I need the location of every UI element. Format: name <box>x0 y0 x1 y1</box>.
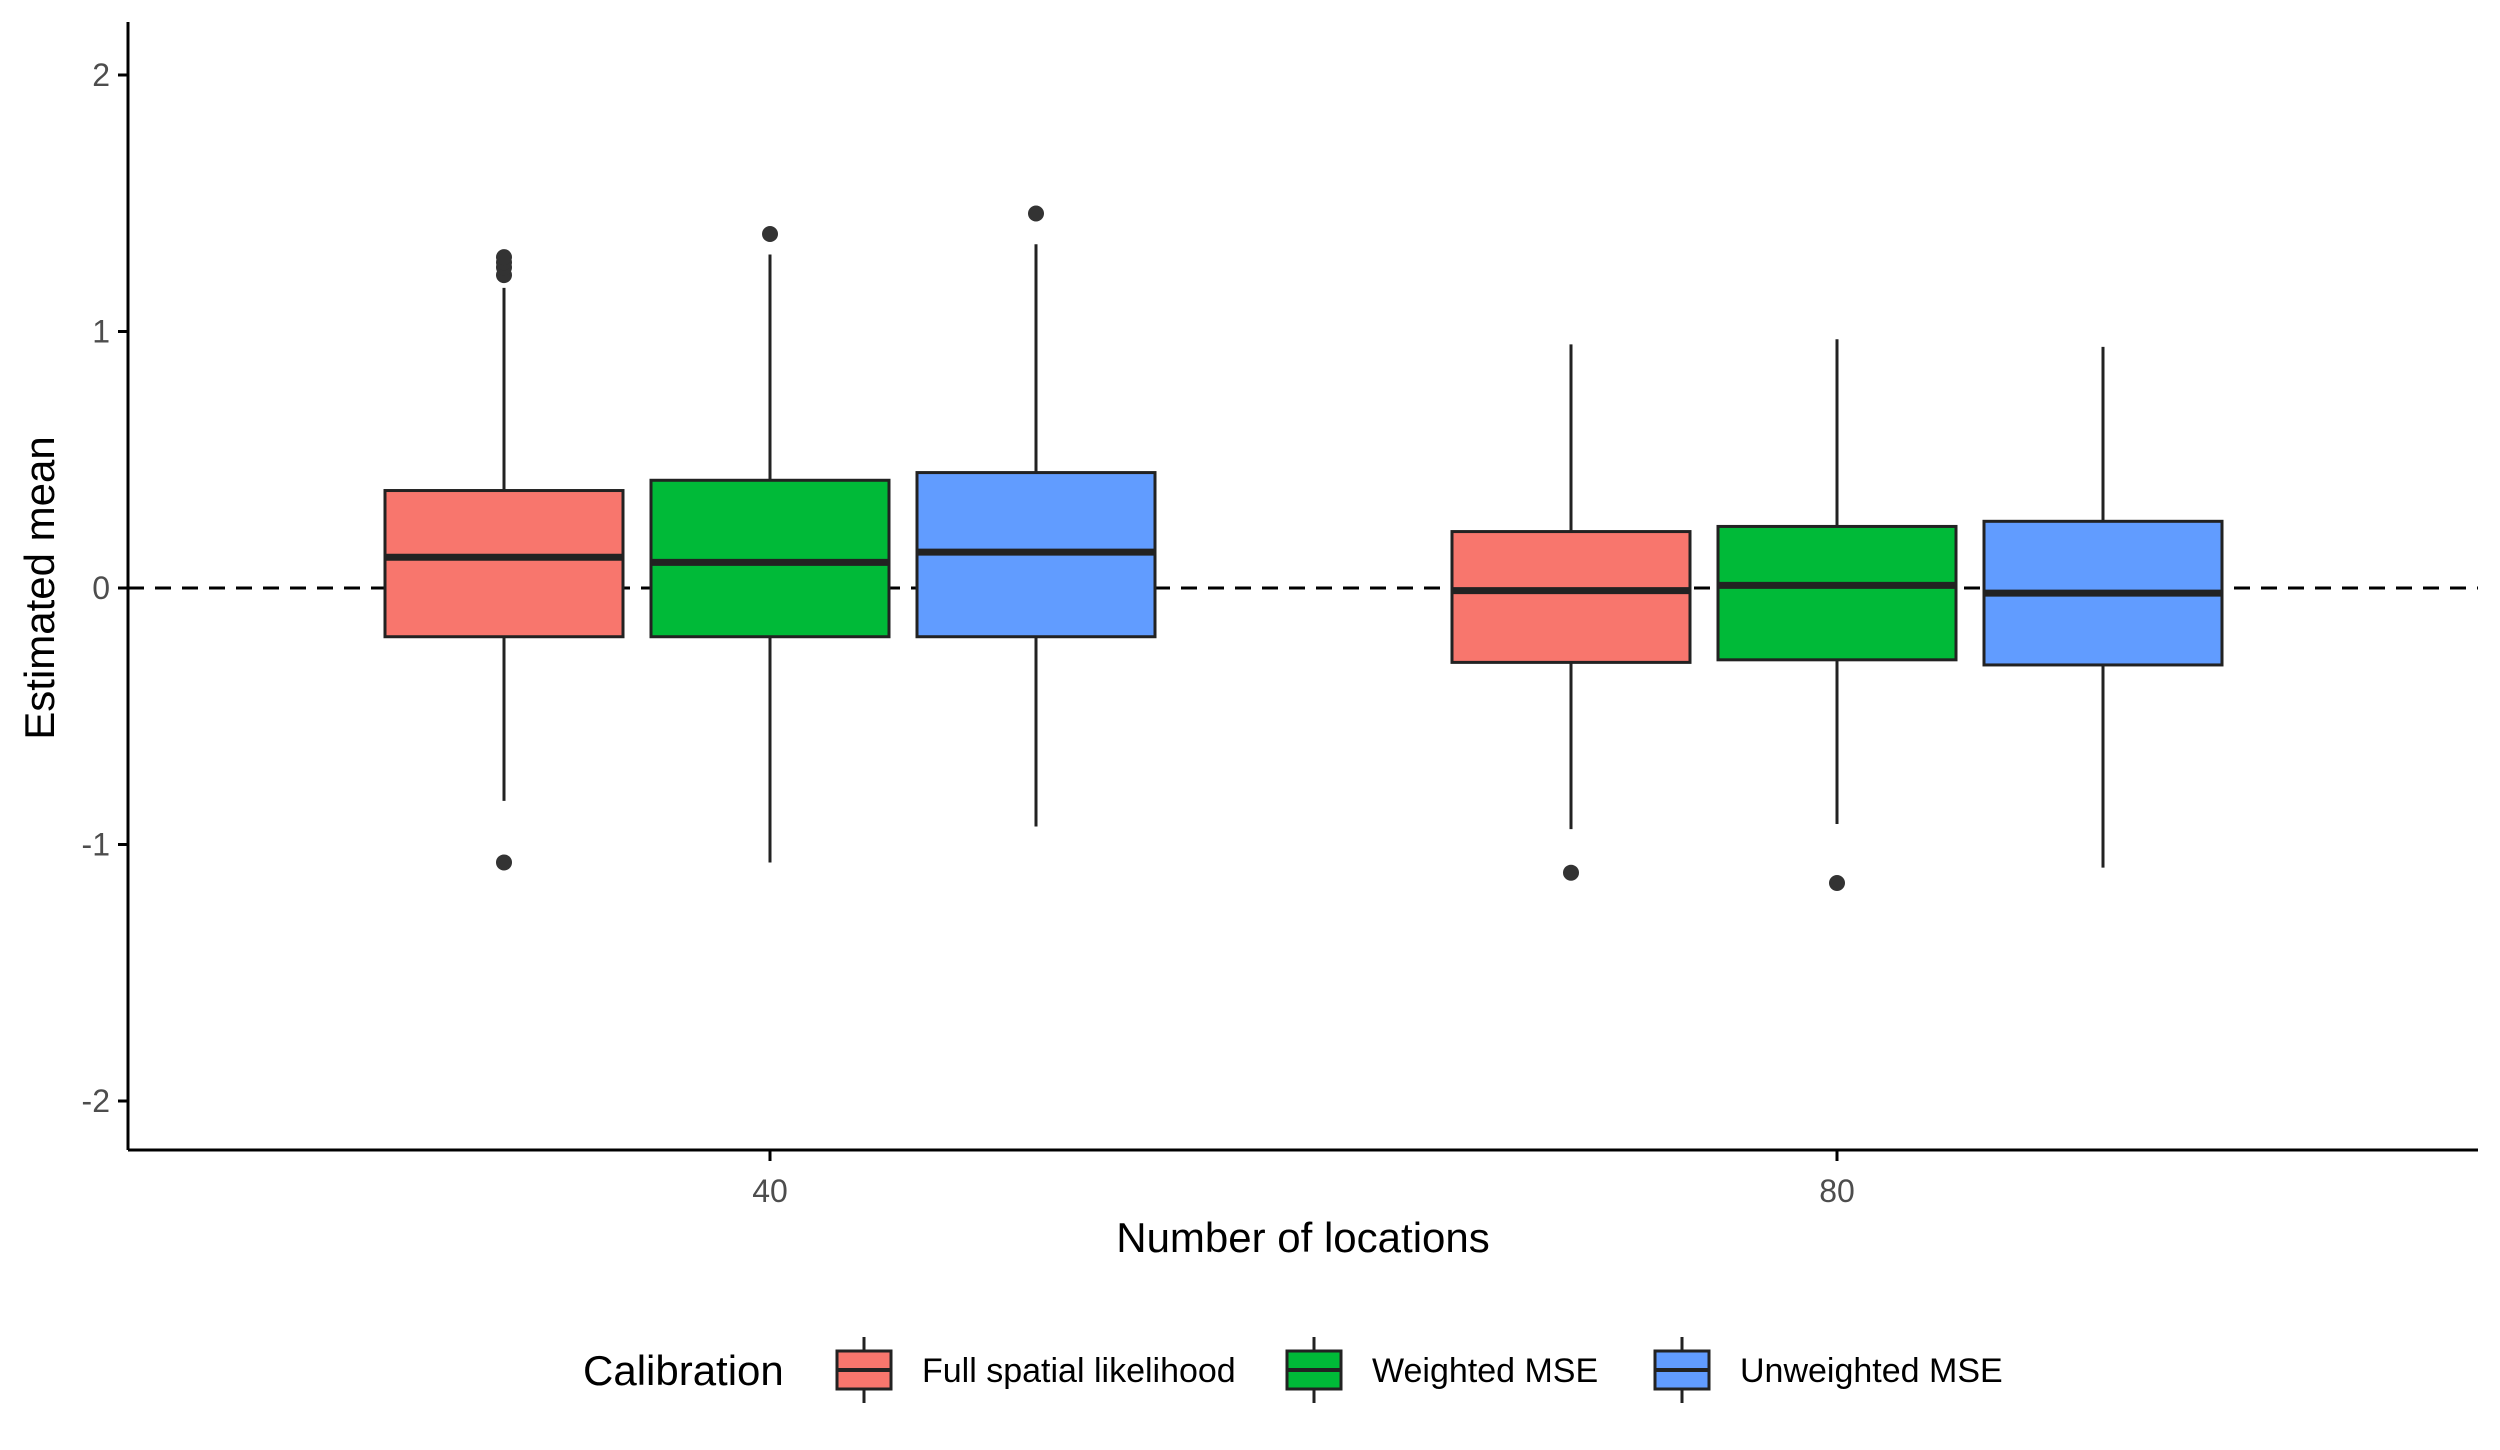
box-group <box>1982 346 2224 868</box>
box-group <box>915 205 1157 827</box>
y-axis-title: Estimated mean <box>16 436 63 739</box>
y-tick-label: 2 <box>92 57 110 93</box>
box-group <box>1450 344 1692 881</box>
outlier-point <box>762 226 778 243</box>
legend-item: Weighted MSE <box>1285 1337 1598 1403</box>
box-group <box>383 249 625 871</box>
box-group <box>649 226 891 863</box>
outlier-point <box>496 854 512 871</box>
y-tick-label: -2 <box>82 1083 110 1119</box>
legend-title: Calibration <box>583 1347 784 1394</box>
outlier-point <box>1563 864 1579 881</box>
outlier-point <box>496 249 512 266</box>
outlier-point <box>1028 205 1044 222</box>
box-group <box>1716 339 1958 891</box>
box-body <box>383 489 625 639</box>
axes-layer <box>126 22 2478 1152</box>
boxes-layer <box>383 205 2224 891</box>
outlier-point <box>1829 874 1845 891</box>
y-tick-label: -1 <box>82 827 110 863</box>
box-body <box>1716 524 1958 662</box>
y-ticks-layer: -2 -1 0 1 2 <box>82 57 128 1119</box>
legend-label: Unweighted MSE <box>1740 1352 2003 1390</box>
legend-item: Unweighted MSE <box>1653 1337 2003 1403</box>
x-tick-label: 40 <box>752 1173 788 1209</box>
legend-label: Weighted MSE <box>1372 1352 1598 1390</box>
y-tick-label: 1 <box>92 314 110 350</box>
legend-label: Full spatial likelihood <box>922 1352 1236 1390</box>
x-ticks-layer: 40 80 <box>752 1150 1855 1209</box>
y-tick-label: 0 <box>92 570 110 606</box>
x-axis-title: Number of locations <box>1116 1214 1490 1261</box>
box-body <box>1450 530 1692 664</box>
legend: Calibration Full spatial likelihood Weigh… <box>583 1337 2003 1403</box>
legend-item: Full spatial likelihood <box>835 1337 1236 1403</box>
x-tick-label: 80 <box>1819 1173 1855 1209</box>
box-body <box>649 478 891 639</box>
